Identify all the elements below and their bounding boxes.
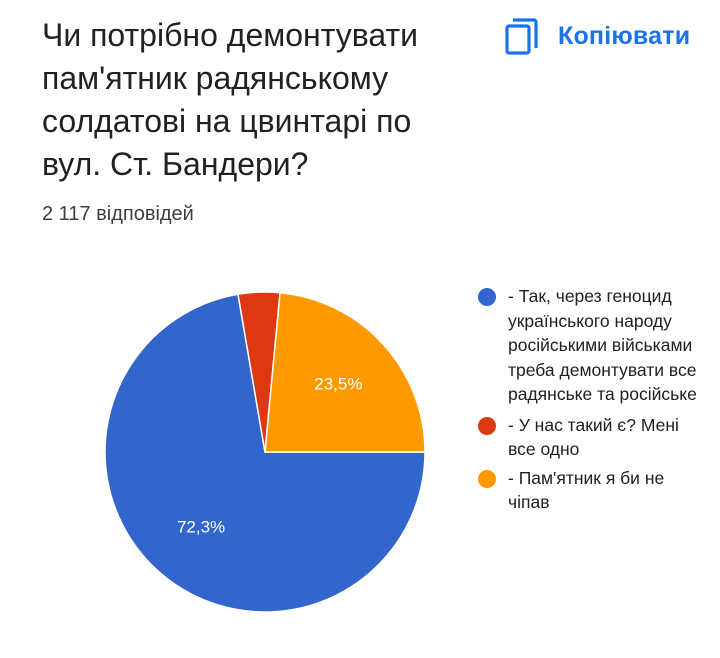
legend-item-indifferent: - У нас такий є? Мені все одно	[478, 413, 708, 462]
legend-label-keep: - Пам'ятник я би не чіпав	[508, 467, 665, 513]
legend-label-indifferent: - У нас такий є? Мені все одно	[508, 414, 679, 460]
pie-slice-yes	[104, 293, 426, 613]
data-label-yes: 72,3%	[177, 517, 225, 536]
copy-icon	[505, 18, 538, 55]
data-label-keep: 23,5%	[314, 375, 362, 394]
pie-slice-keep	[264, 291, 426, 453]
legend-swatch-indifferent	[478, 416, 496, 435]
copy-button-label: Копіювати	[558, 21, 691, 50]
copy-button[interactable]: Копіювати	[504, 16, 690, 56]
question-title: Чи потрібно демонтувати пам'ятник радянс…	[42, 17, 418, 182]
legend-item-yes: - Так, через геноцид українського народу…	[478, 284, 708, 407]
response-count: 2 117 відповідей	[42, 203, 194, 225]
legend-item-keep: - Пам'ятник я би не чіпав	[478, 466, 708, 515]
legend-swatch-yes	[478, 288, 496, 306]
legend-swatch-keep	[478, 469, 496, 488]
legend-label-yes: - Так, через геноцид українського народу…	[508, 286, 697, 404]
chart-legend: - Так, через геноцид українського народу…	[478, 284, 708, 519]
